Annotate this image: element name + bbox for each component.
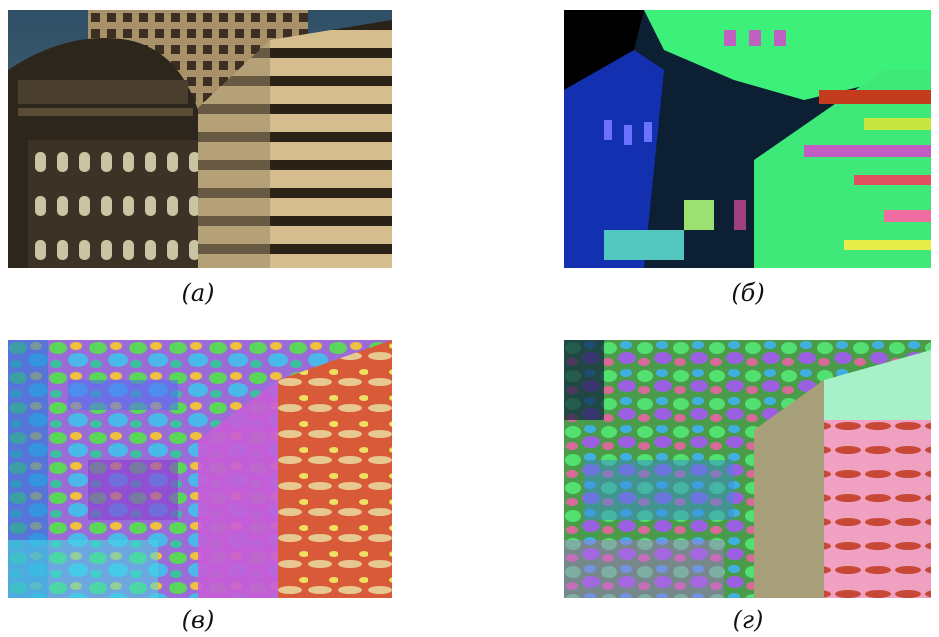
panel-d-image bbox=[564, 340, 931, 598]
panel-a-label: (а) bbox=[181, 279, 215, 307]
panel-c-label: (в) bbox=[181, 606, 215, 634]
panel-a-image bbox=[8, 10, 392, 268]
panel-c-image bbox=[8, 340, 392, 598]
panel-b-image bbox=[564, 10, 931, 268]
panel-b-label: (б) bbox=[731, 279, 765, 307]
panel-d-label: (г) bbox=[732, 606, 764, 634]
